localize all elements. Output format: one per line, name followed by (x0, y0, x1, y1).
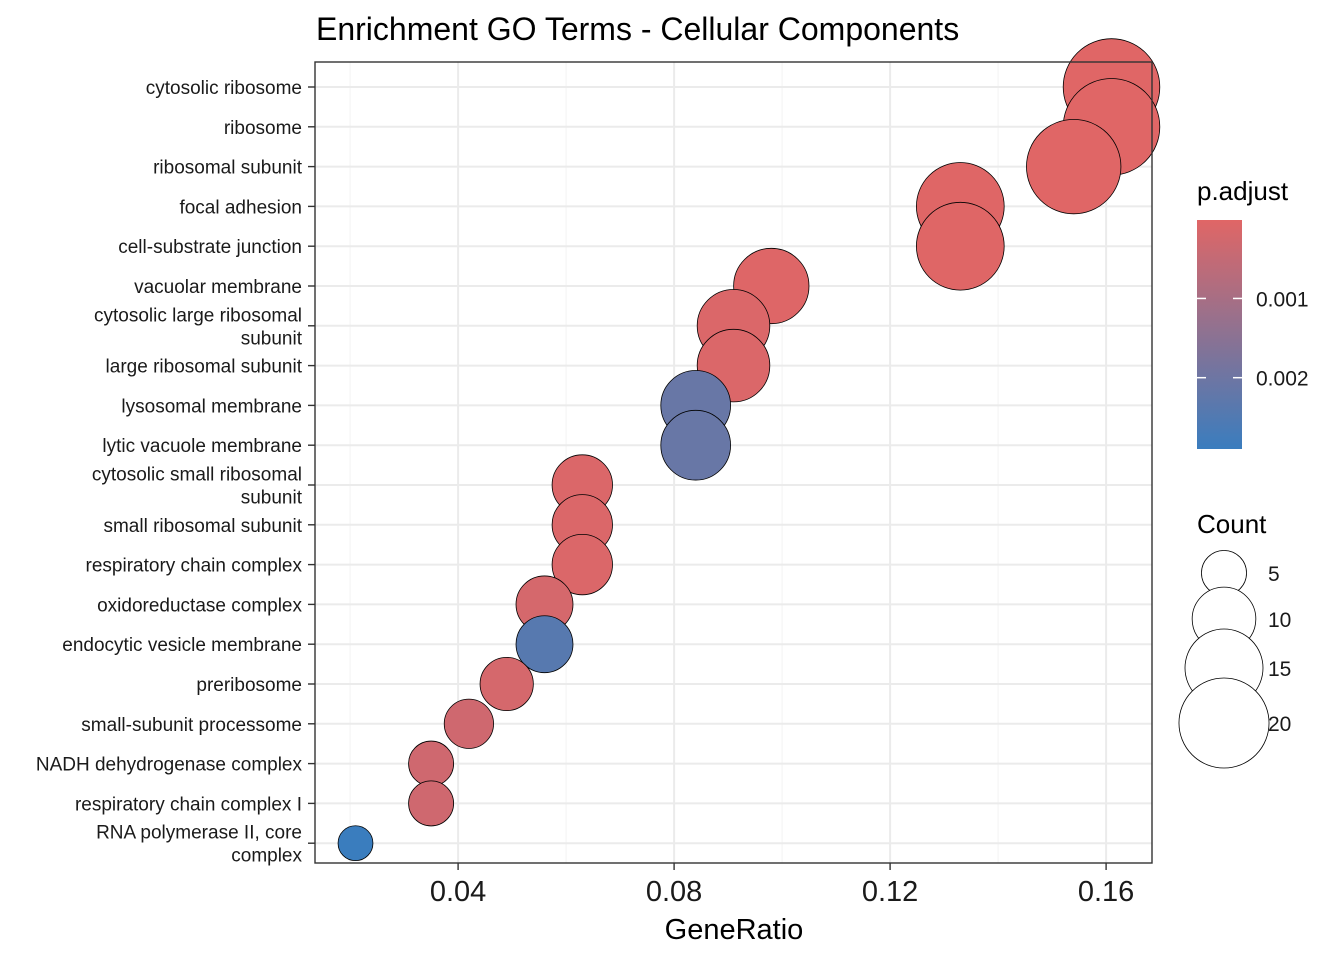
y-tick-label: cytosolic small ribosomal subunit (92, 465, 303, 509)
y-tick-label: respiratory chain complex (86, 556, 303, 577)
plot-panel (314, 38, 1161, 864)
y-tick-label: large ribosomal subunit (106, 357, 303, 378)
y-tick-label: ribosome (224, 118, 302, 139)
data-point (408, 780, 455, 827)
y-axis-labels: cytosolic ribosome ribosome ribosomal subu… (36, 78, 315, 867)
size-legend-label: 15 (1268, 658, 1291, 681)
data-point (337, 825, 374, 862)
y-tick-label: preribosome (196, 675, 302, 696)
y-tick-label: lytic vacuole membrane (102, 436, 302, 457)
y-tick-label: small ribosomal subunit (103, 516, 302, 537)
y-tick-label: lysosomal membrane (121, 396, 302, 417)
x-tick-label: 0.04 (430, 876, 486, 908)
y-tick-label: cytosolic large ribosomal subunit (94, 305, 303, 349)
data-point (479, 656, 534, 712)
y-tick-label: vacuolar membrane (134, 277, 302, 298)
size-legend-circle (1178, 677, 1270, 769)
data-point (443, 698, 494, 749)
color-bar (1197, 220, 1242, 449)
data-point (1026, 118, 1122, 215)
y-tick-label: cell-substrate junction (118, 237, 302, 258)
y-tick-label: RNA polymerase II, core complex (96, 823, 302, 867)
panel-border (314, 61, 1153, 864)
color-legend: p.adjust 0.001 0.002 (1197, 176, 1309, 449)
data-point (916, 201, 1005, 291)
x-tick-label: 0.08 (646, 876, 702, 908)
y-tick-label: oxidoreductase complex (97, 595, 302, 616)
chart-title: Enrichment GO Terms - Cellular Component… (316, 11, 959, 47)
color-legend-label: 0.001 (1256, 288, 1309, 311)
x-axis-label: GeneRatio (665, 914, 804, 946)
data-point (408, 740, 455, 787)
size-legend-title: Count (1197, 509, 1267, 539)
color-legend-title: p.adjust (1197, 176, 1289, 206)
color-legend-label: 0.002 (1256, 368, 1309, 391)
size-legend-label: 10 (1268, 609, 1291, 632)
data-point (551, 533, 613, 596)
size-legend-label: 5 (1268, 563, 1280, 586)
data-point (660, 409, 731, 481)
data-point (515, 615, 574, 674)
x-tick-label: 0.16 (1078, 876, 1134, 908)
y-tick-label: focal adhesion (179, 197, 302, 218)
y-tick-label: ribosomal subunit (153, 158, 303, 179)
y-tick-label: respiratory chain complex I (75, 794, 302, 815)
size-legend-label: 20 (1268, 713, 1291, 736)
x-tick-label: 0.12 (862, 876, 918, 908)
y-tick-label: small-subunit processome (81, 715, 302, 736)
y-tick-label: cytosolic ribosome (146, 78, 302, 99)
x-axis: 0.04 0.08 0.12 0.16 (430, 863, 1134, 908)
y-tick-label: endocytic vesicle membrane (62, 635, 302, 656)
size-legend: Count 5 10 15 20 (1178, 509, 1291, 769)
y-tick-label: NADH dehydrogenase complex (36, 755, 303, 776)
